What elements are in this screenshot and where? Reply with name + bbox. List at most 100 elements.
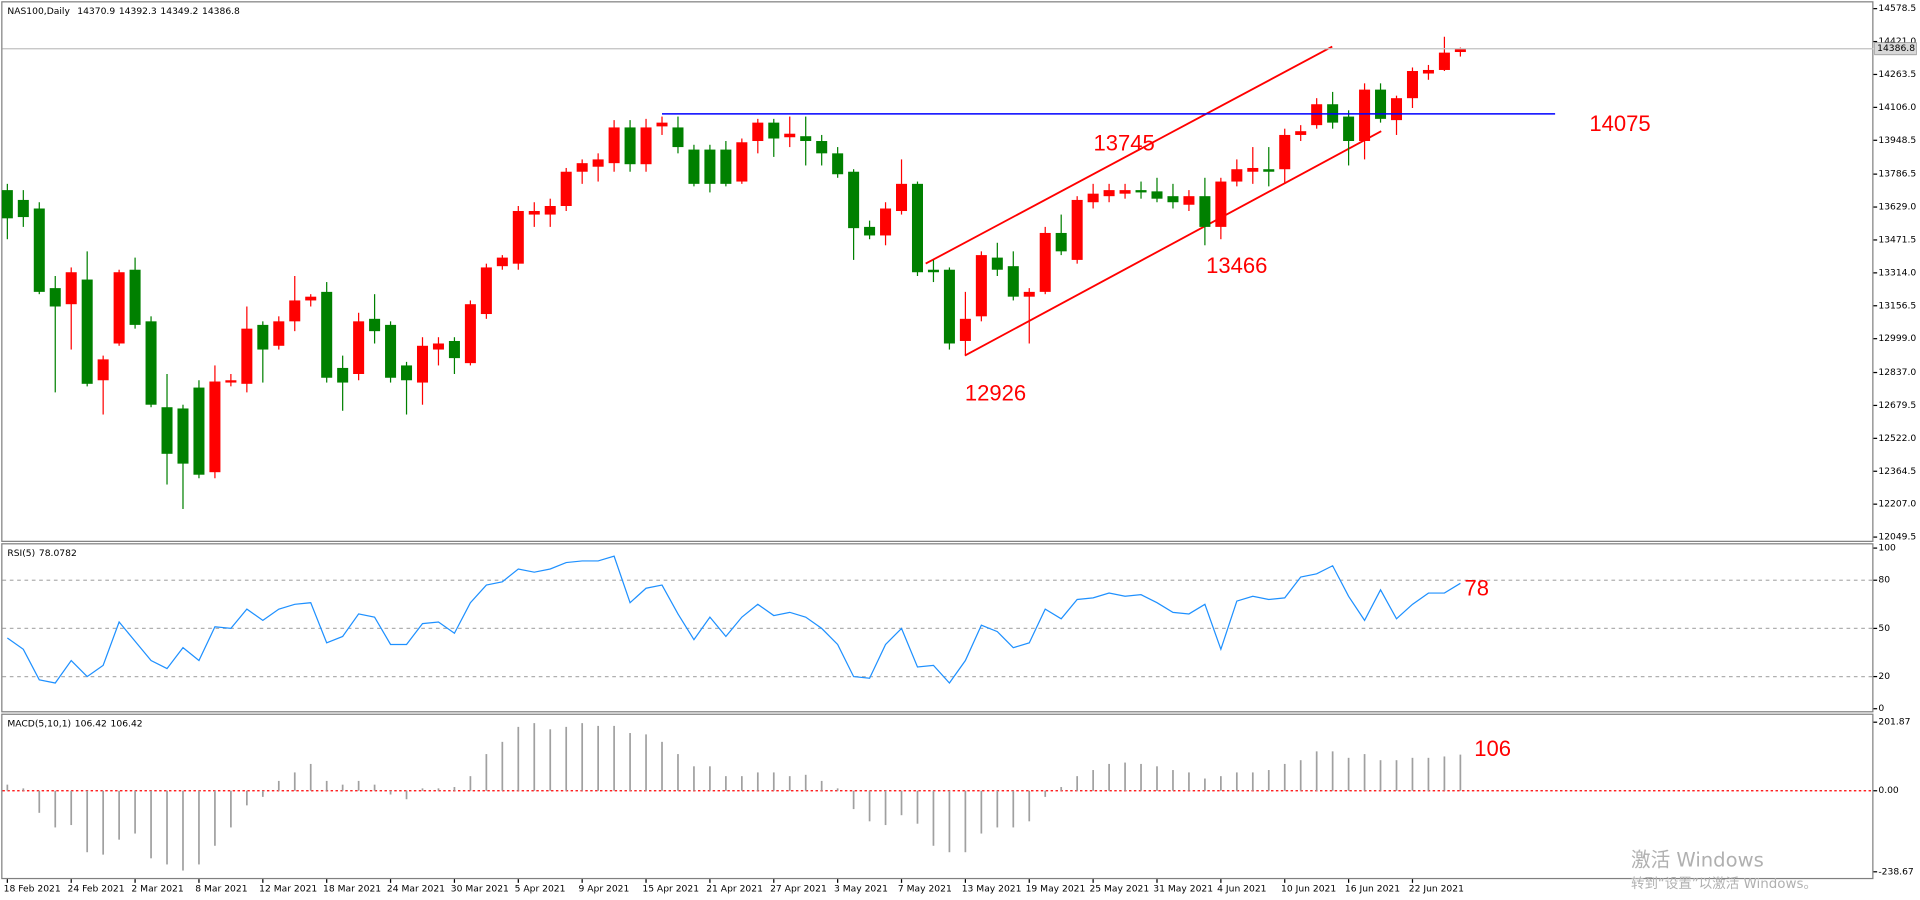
x-tick-label: 15 Apr 2021 xyxy=(642,883,699,894)
candle-body xyxy=(416,345,429,383)
y-tick-label: 0 xyxy=(1878,703,1884,714)
x-tick-label: 13 May 2021 xyxy=(962,883,1022,894)
candle-body xyxy=(1183,196,1195,205)
candle-body xyxy=(864,226,876,236)
candle-body xyxy=(1055,232,1067,252)
candle-body xyxy=(816,141,828,154)
x-tick-label: 10 Jun 2021 xyxy=(1281,883,1336,894)
y-tick-label: 12207.0 xyxy=(1878,499,1916,510)
candle-body xyxy=(225,380,237,383)
candle-body xyxy=(145,321,157,405)
x-tick-label: 22 Jun 2021 xyxy=(1409,883,1464,894)
x-tick-label: 31 May 2021 xyxy=(1153,883,1213,894)
candle-body xyxy=(991,257,1003,270)
y-tick-label: 12364.5 xyxy=(1878,466,1916,477)
x-tick-label: 18 Mar 2021 xyxy=(323,883,381,894)
candle-body xyxy=(1263,169,1275,172)
y-tick-label: 12049.5 xyxy=(1878,532,1916,543)
indicator-value: 106.42 xyxy=(111,718,143,729)
watermark-title: 激活 Windows xyxy=(1631,848,1764,871)
current-price-box xyxy=(1874,42,1917,56)
indicator-value: 78.0782 xyxy=(39,547,77,558)
x-tick-label: 3 May 2021 xyxy=(834,883,888,894)
y-tick-label: 13314.0 xyxy=(1878,267,1916,278)
candle-body xyxy=(784,133,796,138)
panel-title-text: MACD(5,10,1) xyxy=(7,718,71,729)
panel-title: NAS100,Daily 14370.9 14392.3 14349.2 14386.8 xyxy=(7,6,240,17)
candle-body xyxy=(1215,181,1227,227)
candle-body xyxy=(193,387,205,475)
candle-body xyxy=(927,269,939,273)
indicator-value: 106.42 xyxy=(75,718,107,729)
candle-body xyxy=(1343,116,1355,142)
price-panel xyxy=(1,1,1874,542)
candle-body xyxy=(289,300,301,322)
macd-panel xyxy=(1,713,1874,880)
candle-body xyxy=(1199,196,1211,227)
y-tick-label: 50 xyxy=(1878,623,1890,634)
rsi-line xyxy=(6,555,1461,684)
candle-body xyxy=(1375,89,1387,119)
y-tick-label: 14421.0 xyxy=(1878,36,1916,47)
watermark-hint: 转到“设置”以激活 Windows。 xyxy=(1631,876,1817,892)
candle-body xyxy=(1231,169,1243,182)
candle-body xyxy=(113,272,125,344)
ohlc-value: 14392.3 xyxy=(119,6,157,17)
candle-body xyxy=(369,318,381,332)
candle-body xyxy=(640,127,652,165)
x-tick-label: 30 Mar 2021 xyxy=(451,883,509,894)
annotation: 13745 xyxy=(1093,131,1154,156)
candle-body xyxy=(720,149,732,184)
candle-body xyxy=(943,269,955,344)
annotation: 13466 xyxy=(1206,253,1267,278)
y-tick-label: 201.87 xyxy=(1878,717,1910,728)
candle-body xyxy=(592,159,604,167)
x-tick-label: 12 Mar 2021 xyxy=(259,883,317,894)
candle-body xyxy=(608,127,620,164)
annotation: 12926 xyxy=(965,381,1026,406)
y-tick-label: 13948.5 xyxy=(1878,135,1916,146)
current-price-label: 14386.8 xyxy=(1877,43,1915,54)
candle-body xyxy=(1135,190,1147,193)
ohlc-value: 14349.2 xyxy=(160,6,198,17)
candle-body xyxy=(512,211,524,264)
candle-body xyxy=(129,269,141,325)
candle-body xyxy=(209,381,221,473)
candle-body xyxy=(672,127,684,148)
candle-body xyxy=(432,343,444,350)
candle-body xyxy=(736,142,748,182)
candle-body xyxy=(1167,196,1179,203)
candle-body xyxy=(353,321,365,374)
candle-body xyxy=(528,211,540,215)
y-tick-label: 14578.5 xyxy=(1878,3,1916,14)
candle-body xyxy=(1023,291,1035,297)
x-tick-label: 5 Apr 2021 xyxy=(515,883,566,894)
x-tick-label: 2 Mar 2021 xyxy=(131,883,183,894)
candle-body xyxy=(544,205,556,215)
candle-body xyxy=(1039,232,1051,292)
candle-body xyxy=(832,153,844,175)
candle-body xyxy=(257,324,269,350)
y-tick-label: 12522.0 xyxy=(1878,433,1916,444)
candle-body xyxy=(1422,69,1434,74)
candle-body xyxy=(848,171,860,229)
candle-body xyxy=(576,163,588,172)
x-tick-label: 4 Jun 2021 xyxy=(1217,883,1266,894)
candle-body xyxy=(49,288,61,307)
y-tick-label: 12837.0 xyxy=(1878,367,1916,378)
y-tick-label: 100 xyxy=(1878,543,1896,554)
channel-lower xyxy=(964,130,1382,357)
annotation: 106 xyxy=(1474,736,1511,761)
candle-body xyxy=(241,328,253,384)
x-tick-label: 24 Feb 2021 xyxy=(68,883,125,894)
candle-body xyxy=(1103,190,1115,197)
candle-body xyxy=(624,127,636,165)
candle-body xyxy=(768,122,780,139)
candle-body xyxy=(1438,52,1450,70)
candle-body xyxy=(1,190,13,219)
x-tick-label: 21 Apr 2021 xyxy=(706,883,763,894)
candle-body xyxy=(959,318,971,341)
